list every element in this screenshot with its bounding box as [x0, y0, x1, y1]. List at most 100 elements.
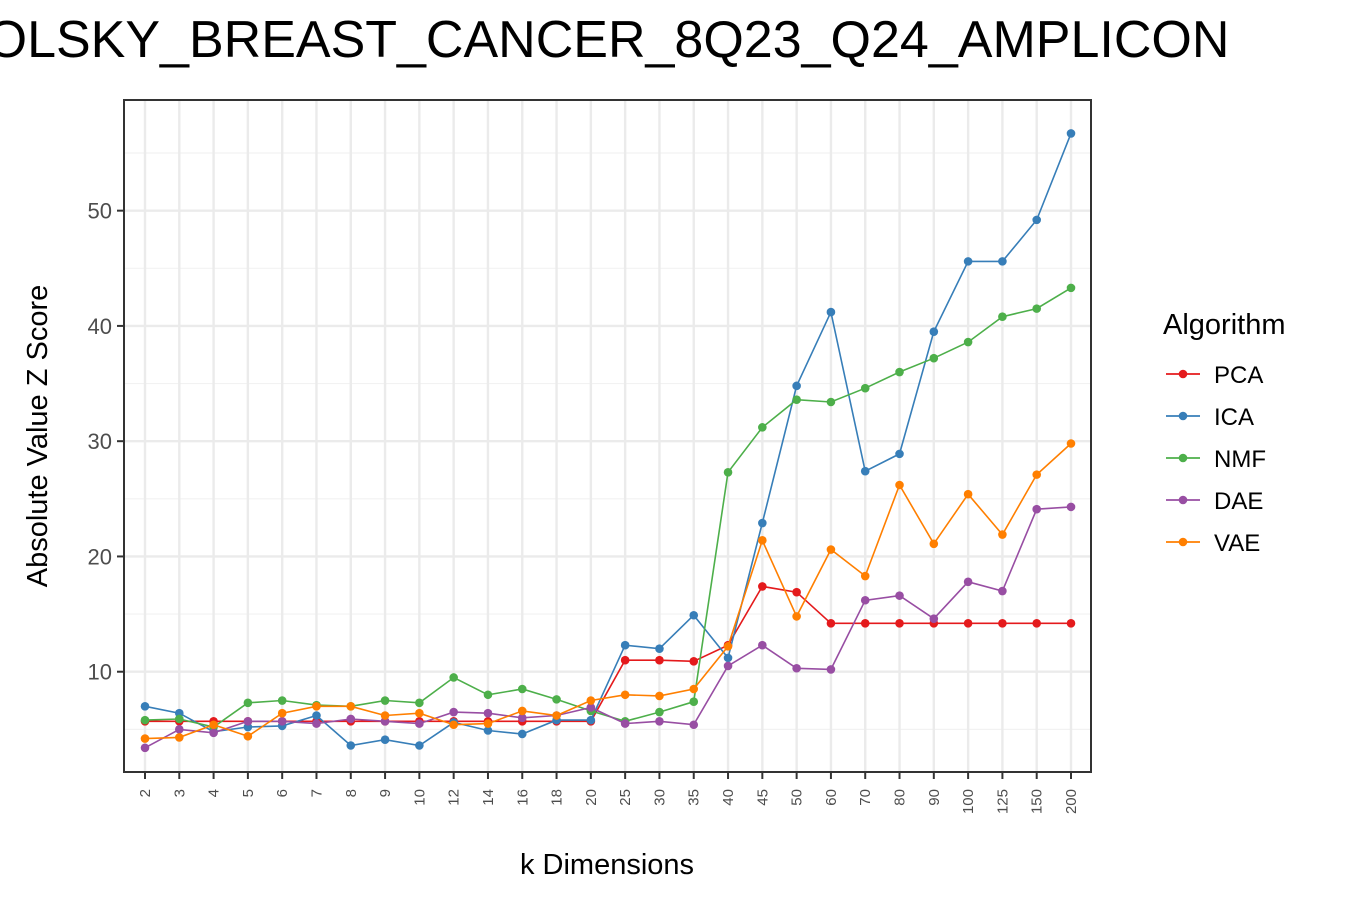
x-tick-label: 100: [960, 789, 977, 814]
legend-label: DAE: [1214, 488, 1263, 515]
legend: Algorithm PCA ICA NMF DAE VAE: [1163, 309, 1286, 557]
data-point-vae: [380, 711, 390, 720]
data-point-pca: [655, 655, 664, 665]
data-point-pca: [689, 657, 699, 666]
data-point-dae: [209, 728, 218, 738]
x-tick-label: 200: [1063, 789, 1080, 814]
data-point-vae: [998, 530, 1007, 539]
data-point-nmf: [483, 690, 493, 700]
x-tick-label: 35: [686, 789, 703, 806]
y-tick-label: 30: [88, 429, 112, 454]
data-point-vae: [517, 706, 527, 716]
data-point-vae: [655, 691, 664, 701]
data-point-dae: [1066, 502, 1076, 512]
x-tick-label: 90: [926, 789, 943, 806]
data-point-vae: [209, 720, 218, 730]
data-point-vae: [826, 545, 836, 554]
legend-item-pca: PCA: [1166, 362, 1263, 389]
data-point-dae: [517, 713, 527, 723]
data-point-nmf: [449, 673, 458, 682]
data-point-nmf: [860, 383, 870, 393]
data-point-dae: [277, 716, 287, 726]
series-line-nmf: [144, 287, 1072, 728]
data-point-nmf: [174, 714, 184, 724]
series-vae: [140, 439, 1076, 743]
data-point-vae: [1066, 439, 1076, 448]
data-point-pca: [758, 582, 767, 591]
panel-border: [123, 99, 1092, 773]
data-point-pca: [963, 619, 973, 628]
data-point-ica: [312, 711, 321, 720]
legend-key-point: [1178, 369, 1188, 379]
data-point-pca: [1066, 619, 1076, 628]
legend-title: Algorithm: [1163, 309, 1286, 341]
y-tick-label: 50: [88, 199, 112, 224]
data-point-ica: [929, 327, 939, 336]
data-point-nmf: [929, 353, 939, 363]
data-point-ica: [483, 726, 493, 735]
y-tick-label: 20: [88, 544, 112, 569]
data-point-pca: [1032, 619, 1042, 628]
x-tick-label: 5: [240, 789, 257, 797]
data-point-vae: [929, 539, 939, 549]
data-point-dae: [826, 665, 836, 674]
data-point-ica: [860, 466, 870, 476]
x-tick-label: 125: [994, 789, 1011, 814]
data-point-dae: [758, 640, 767, 650]
data-point-nmf: [243, 698, 253, 708]
x-tick-label: 150: [1029, 789, 1046, 814]
data-point-dae: [929, 614, 939, 623]
series-line-dae: [144, 506, 1072, 749]
data-point-dae: [415, 719, 424, 728]
data-point-nmf: [895, 367, 904, 377]
data-point-dae: [689, 720, 699, 730]
data-point-ica: [517, 729, 527, 739]
series-nmf: [140, 283, 1076, 732]
data-point-pca: [792, 587, 801, 597]
data-point-ica: [380, 735, 390, 745]
data-point-vae: [552, 711, 561, 720]
data-point-vae: [346, 701, 356, 711]
data-point-pca: [620, 655, 630, 665]
data-point-dae: [174, 725, 184, 734]
data-point-dae: [140, 743, 150, 753]
x-tick-label: 20: [583, 789, 600, 806]
data-point-nmf: [517, 684, 527, 694]
series-line-vae: [144, 442, 1072, 740]
data-point-dae: [586, 703, 596, 712]
data-point-ica: [140, 701, 150, 711]
data-point-nmf: [552, 695, 561, 704]
x-tick-label: 3: [171, 789, 188, 797]
y-tick-label: 40: [88, 314, 112, 339]
data-point-ica: [826, 307, 836, 317]
x-tick-label: 45: [754, 789, 771, 806]
x-tick-label: 9: [377, 789, 394, 797]
x-tick-label: 14: [480, 789, 497, 806]
x-tick-label: 7: [308, 789, 325, 797]
data-point-vae: [758, 536, 767, 545]
x-tick-label: 25: [617, 789, 634, 806]
data-point-vae: [174, 733, 184, 742]
data-point-nmf: [1032, 304, 1042, 313]
data-point-nmf: [826, 397, 836, 407]
legend-key-point: [1178, 537, 1188, 547]
legend-label: VAE: [1214, 530, 1260, 557]
legend-item-ica: ICA: [1166, 404, 1254, 431]
data-point-vae: [860, 571, 870, 581]
y-axis: 10 20 30 40 50: [88, 199, 124, 685]
legend-label: NMF: [1214, 446, 1266, 473]
data-point-ica: [1032, 215, 1042, 225]
data-point-ica: [723, 653, 733, 663]
legend-key-point: [1178, 495, 1188, 505]
data-point-ica: [998, 257, 1007, 266]
data-point-ica: [689, 610, 699, 620]
data-point-ica: [346, 741, 356, 750]
x-tick-label: 18: [549, 789, 566, 806]
data-point-nmf: [689, 697, 699, 706]
legend-key-point: [1178, 453, 1188, 463]
data-point-ica: [1066, 129, 1076, 138]
grid-major: [124, 100, 1091, 772]
data-point-nmf: [380, 696, 390, 705]
data-point-nmf: [140, 715, 150, 725]
